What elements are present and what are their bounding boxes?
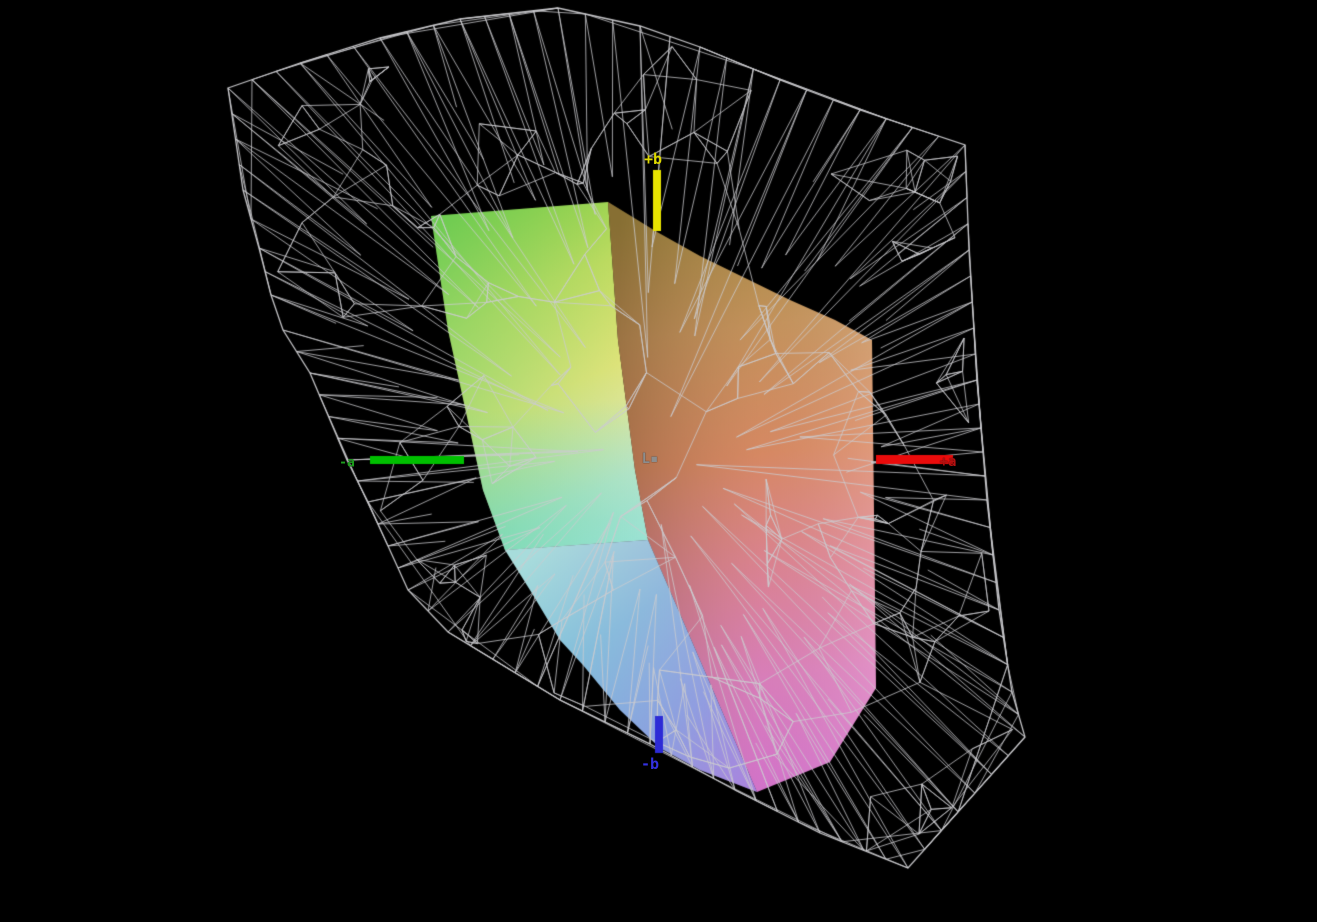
axis-label-a-minus: -a [339, 455, 355, 471]
axis-label-a-plus: +a [939, 454, 957, 470]
axis-label-b-plus: +b [643, 150, 663, 168]
axis-label-lightness: L▪ [641, 451, 659, 467]
axis-label-b-minus: -b [640, 755, 660, 773]
